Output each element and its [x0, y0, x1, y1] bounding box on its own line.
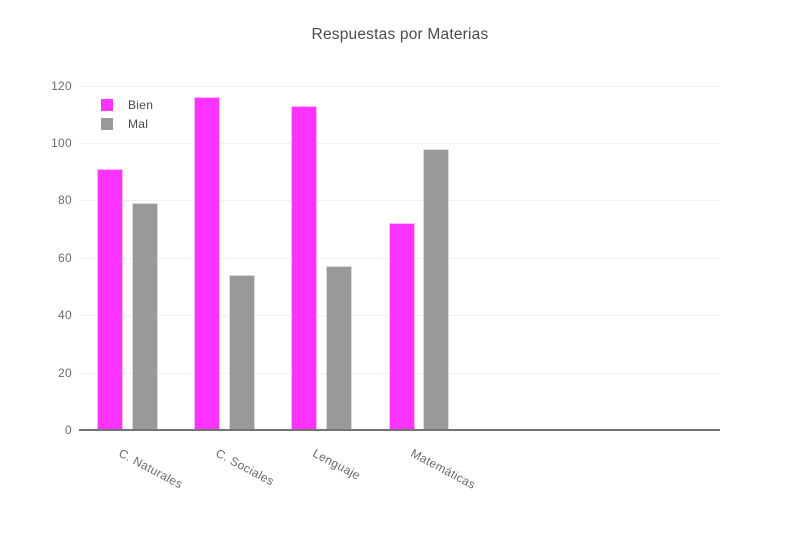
- chart-title: Respuestas por Materias: [311, 26, 489, 43]
- gridline-100: [79, 142, 720, 144]
- y-tick-label-120: 120: [51, 78, 72, 93]
- bar-bien-c-naturales[interactable]: [97, 168, 123, 430]
- y-tick-label-20: 20: [58, 365, 72, 380]
- y-tick-label-60: 60: [58, 250, 72, 265]
- legend-swatch-mal: [101, 117, 113, 130]
- legend-swatch-bien: [101, 98, 113, 111]
- x-tick-label-c-naturales: C. Naturales: [116, 446, 186, 492]
- y-tick-label-0: 0: [65, 423, 72, 437]
- legend-label-mal: Mal: [128, 116, 149, 131]
- bar-mal-lenguaje[interactable]: [325, 266, 352, 430]
- y-tick-label-40: 40: [58, 308, 72, 323]
- gridline-80: [79, 200, 720, 202]
- legend-item-mal[interactable]: Mal: [101, 114, 153, 133]
- bar-mal-c-sociales[interactable]: [228, 274, 255, 430]
- bar-mal-c-naturales[interactable]: [131, 203, 158, 430]
- y-tick-label-80: 80: [58, 193, 72, 208]
- x-tick-label-c-sociales: C. Sociales: [213, 446, 277, 489]
- x-tick-label-matemáticas: Matemáticas: [408, 446, 478, 492]
- bar-mal-matemáticas[interactable]: [423, 148, 450, 430]
- bar-bien-c-sociales[interactable]: [194, 96, 221, 430]
- bar-bien-matemáticas[interactable]: [388, 223, 415, 430]
- bar-bien-lenguaje[interactable]: [291, 105, 318, 430]
- legend-label-bien: Bien: [128, 97, 154, 112]
- x-axis-line: [79, 429, 720, 431]
- x-tick-label-lenguaje: Lenguaje: [310, 446, 364, 483]
- y-tick-label-100: 100: [51, 135, 72, 150]
- gridline-120: [79, 85, 720, 87]
- legend-item-bien[interactable]: Bien: [101, 95, 153, 114]
- legend: Bien Mal: [101, 95, 153, 133]
